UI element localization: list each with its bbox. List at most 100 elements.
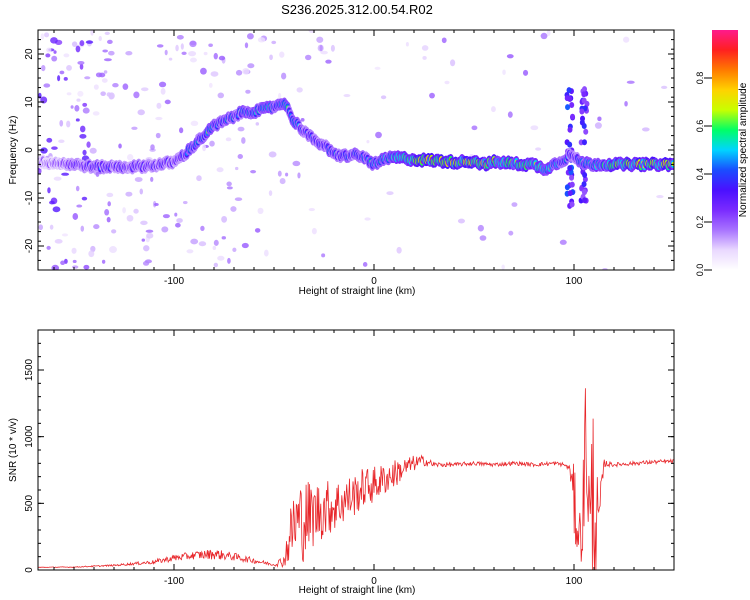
streak-blob [581, 91, 587, 98]
noise-blob [160, 88, 166, 95]
noise-blob [321, 253, 326, 258]
noise-blob [343, 93, 351, 98]
noise-blob [122, 207, 126, 214]
noise-blob [311, 227, 317, 235]
noise-blob [421, 45, 429, 51]
noise-blob [264, 249, 269, 257]
noise-blob [101, 259, 106, 264]
noise-blob [50, 37, 58, 44]
noise-blob [190, 57, 197, 63]
noise-blob [49, 200, 55, 205]
streak-blob [579, 108, 585, 115]
noise-blob [626, 80, 635, 84]
noise-blob [82, 149, 87, 156]
y-tick-label: 500 [24, 495, 35, 512]
noise-blob [112, 83, 119, 88]
noise-blob [71, 265, 79, 269]
noise-blob [66, 64, 72, 71]
noise-blob [244, 42, 249, 49]
noise-blob [98, 36, 102, 42]
noise-blob [66, 92, 72, 96]
noise-blob [190, 238, 199, 245]
noise-blob [107, 39, 113, 45]
noise-blob [145, 229, 154, 233]
noise-blob [86, 141, 91, 148]
noise-blob [141, 238, 146, 242]
noise-blob [38, 167, 42, 175]
noise-blob [104, 209, 110, 216]
noise-blob [139, 188, 144, 195]
streak-blob [564, 184, 570, 191]
noise-blob [60, 260, 66, 266]
noise-blob [375, 131, 382, 139]
noise-blob [108, 50, 115, 56]
noise-blob [174, 212, 178, 217]
streak-blob [564, 95, 570, 102]
noise-blob [502, 69, 506, 75]
noise-blob [285, 172, 289, 177]
streak-blob [567, 141, 573, 148]
noise-blob [82, 107, 90, 114]
noise-blob [46, 47, 52, 53]
x-tick-label: -100 [164, 276, 184, 287]
noise-blob [226, 186, 233, 190]
noise-blob [108, 92, 115, 100]
noise-blob [227, 257, 231, 264]
noise-blob [140, 220, 148, 226]
noise-blob [213, 262, 219, 268]
noise-blob [101, 78, 108, 83]
noise-blob [190, 120, 199, 127]
noise-blob [51, 264, 60, 270]
noise-blob [210, 71, 219, 77]
streak-blob [567, 165, 573, 172]
noise-blob [84, 76, 91, 80]
noise-blob [540, 32, 548, 40]
noise-blob [208, 82, 213, 88]
noise-blob [277, 170, 282, 177]
noise-blob [374, 66, 381, 70]
noise-blob [212, 245, 217, 251]
noise-blob [320, 50, 328, 55]
noise-blob [53, 176, 62, 181]
noise-blob [457, 218, 466, 224]
noise-blob [133, 208, 139, 214]
noise-blob [624, 100, 628, 107]
figure-title: S236.2025.312.00.54.R02 [281, 2, 433, 17]
noise-blob [125, 51, 133, 56]
noise-blob [429, 92, 435, 99]
noise-blob [208, 43, 213, 48]
noise-blob [158, 81, 167, 88]
noise-blob [179, 127, 184, 134]
noise-blob [52, 206, 61, 213]
noise-blob [51, 146, 58, 150]
noise-blob [237, 154, 243, 159]
noise-blob [150, 144, 155, 151]
colorbar-gradient [712, 30, 738, 270]
noise-blob [319, 44, 323, 52]
noise-blob [522, 69, 529, 76]
noise-blob [47, 187, 51, 194]
noise-blob [71, 41, 78, 48]
noise-blob [221, 236, 226, 240]
noise-blob [58, 139, 65, 144]
noise-blob [46, 245, 51, 250]
noise-blob [118, 143, 122, 149]
noise-blob [143, 245, 150, 252]
noise-blob [93, 224, 100, 230]
noise-blob [51, 55, 58, 62]
streak-blob [567, 126, 573, 133]
noise-blob [156, 102, 162, 109]
noise-blob [74, 104, 80, 112]
noise-blob [54, 239, 63, 244]
noise-blob [168, 57, 173, 61]
y-tick-label: -10 [24, 190, 35, 205]
noise-blob [122, 83, 129, 90]
noise-blob [623, 36, 630, 43]
noise-blob [330, 44, 335, 52]
noise-blob [63, 77, 68, 81]
noise-blob [161, 226, 169, 233]
